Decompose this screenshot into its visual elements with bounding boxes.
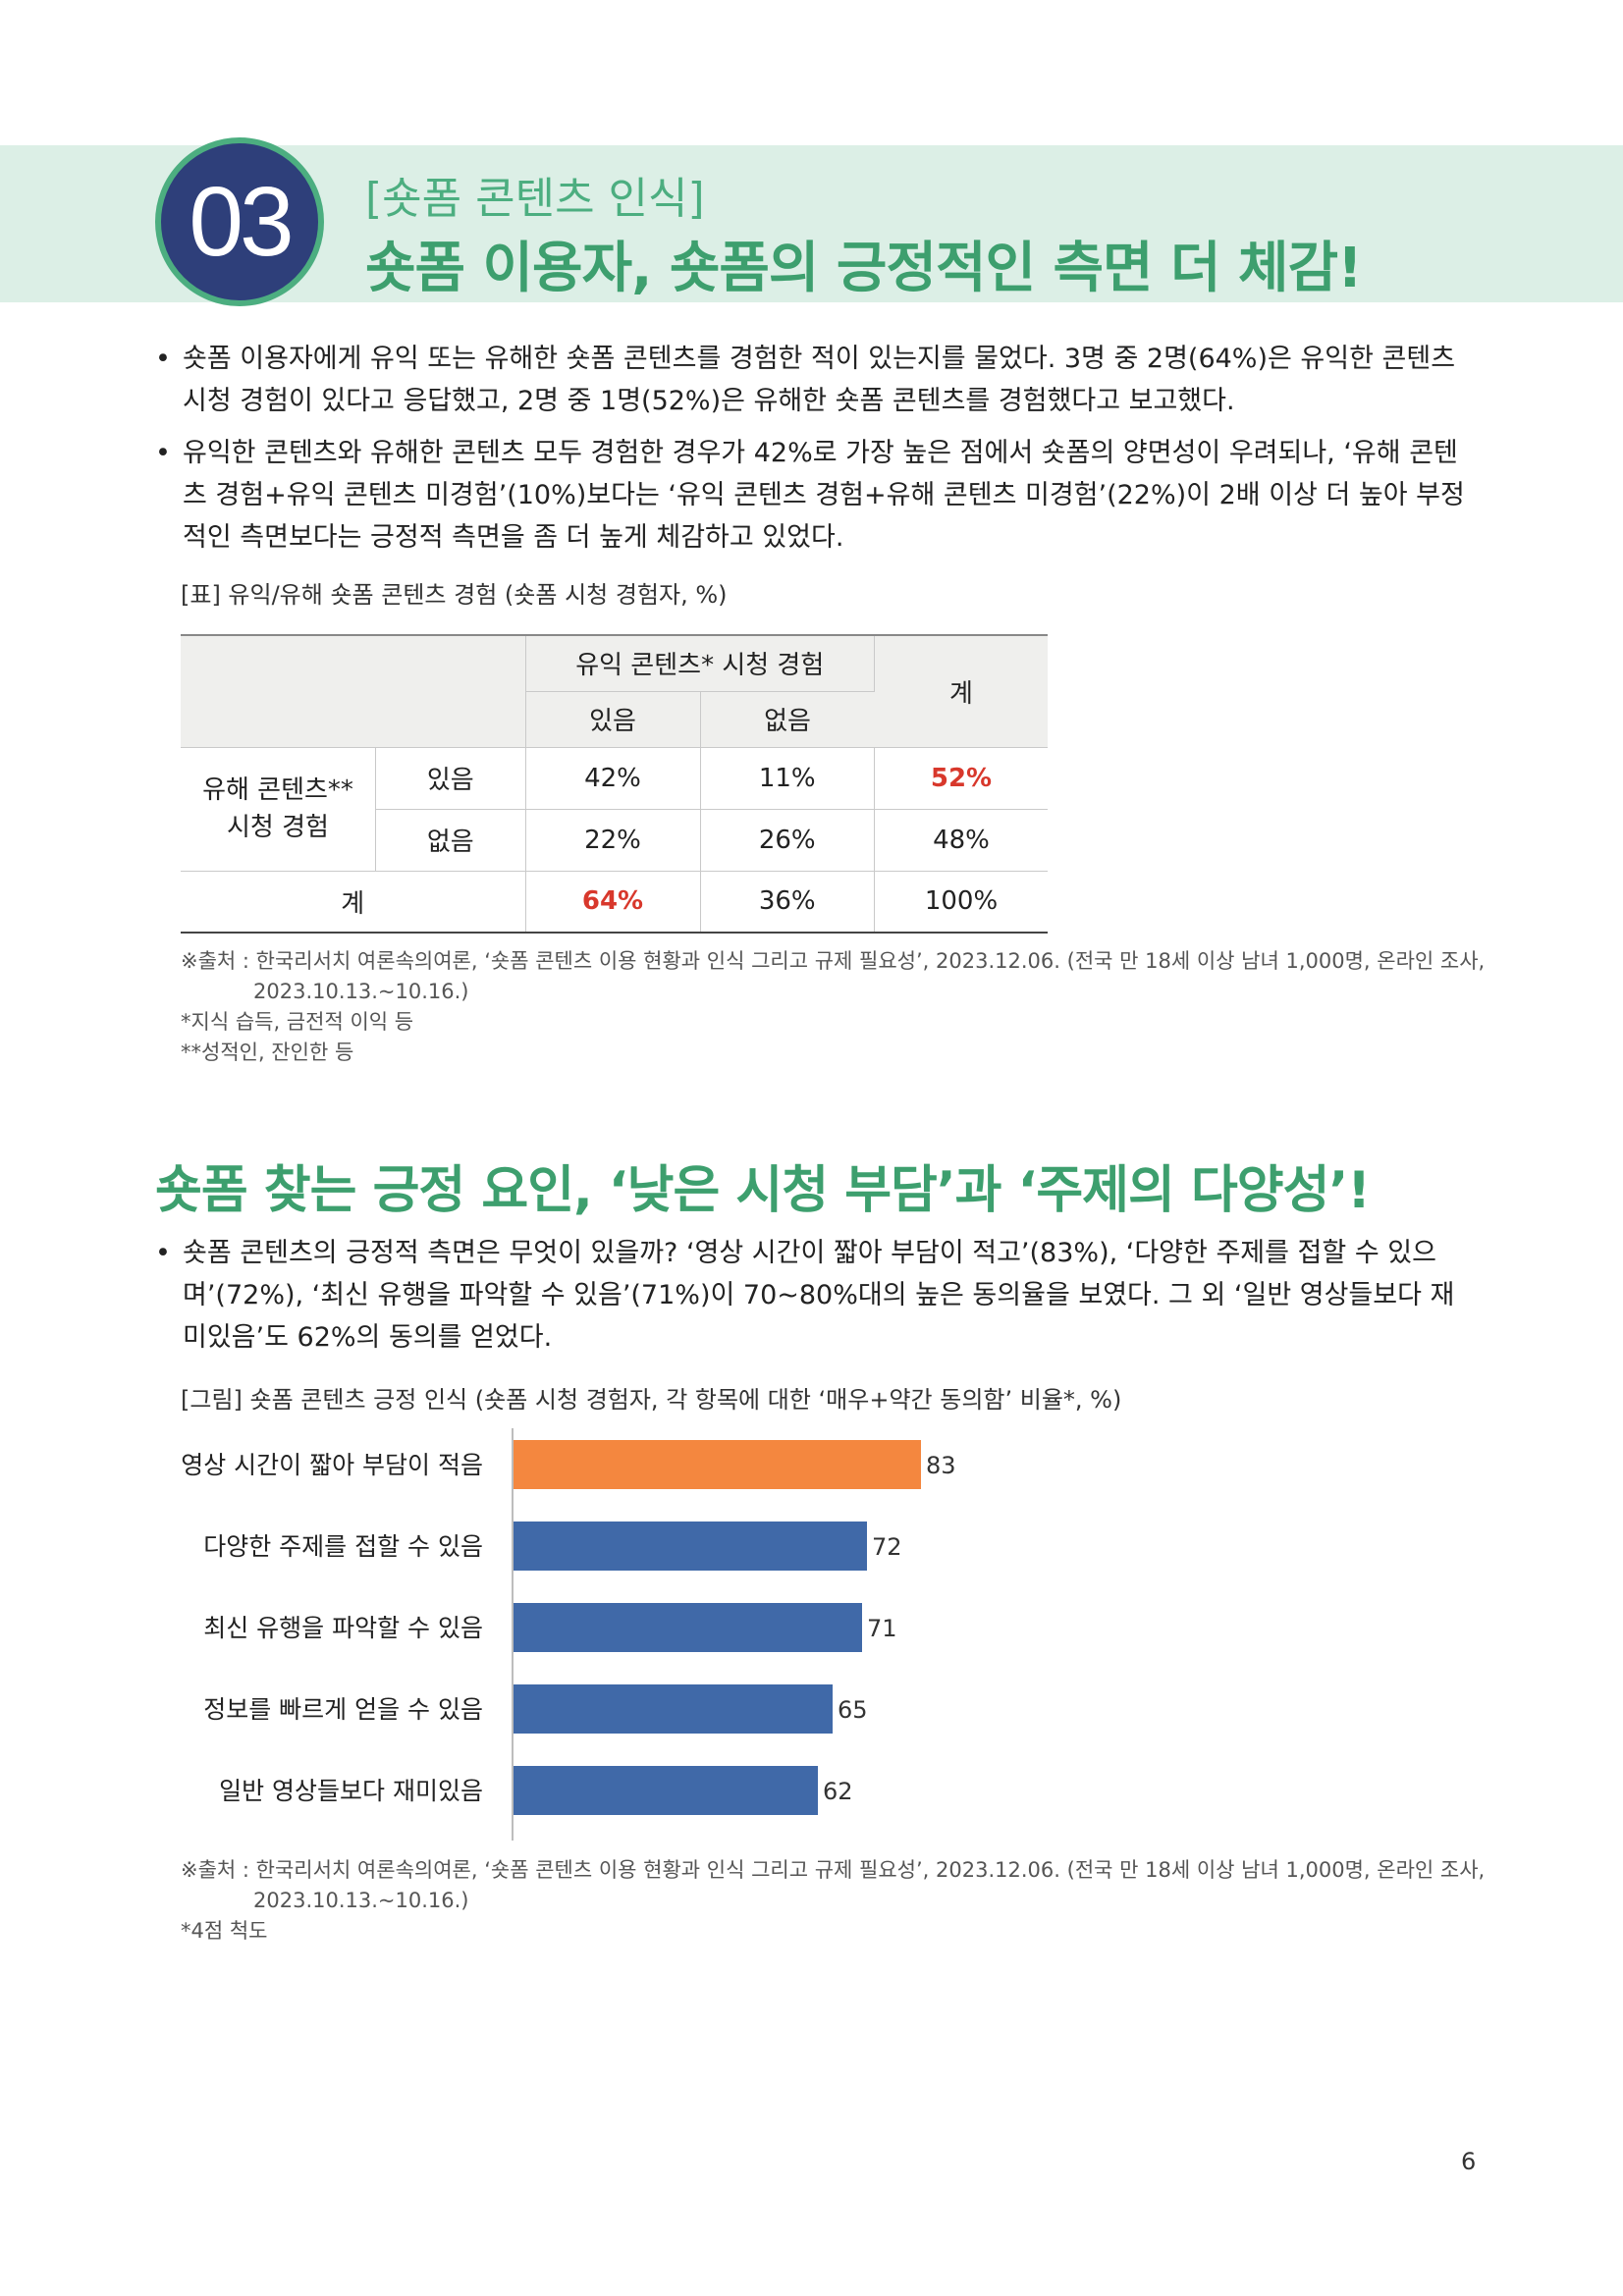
row-group-label-1: 유해 콘텐츠** [202, 775, 353, 805]
col-no-header: 없음 [700, 690, 875, 748]
table-cell: 100% [874, 870, 1048, 934]
row-group-label-2: 시청 경험 [227, 813, 329, 842]
figure-caption: [그림] 숏폼 콘텐츠 긍정 인식 (숏폼 시청 경험자, 각 항목에 대한 ‘… [181, 1386, 1122, 1414]
row-no-header: 없음 [375, 808, 526, 872]
footnote: *4점 척도 [181, 1919, 268, 1943]
table-notes: ※출처 : 한국리서치 여론속의여론, ‘숏폼 콘텐츠 이용 현황과 인식 그리… [181, 946, 1485, 1068]
bar [514, 1522, 867, 1571]
table-cell-highlight: 64% [525, 870, 701, 934]
source-note-cont: 2023.10.13.~10.16.) [253, 1889, 469, 1912]
bullet-item: 숏폼 이용자에게 유익 또는 유해한 숏폼 콘텐츠를 경험한 적이 있는지를 물… [155, 338, 1476, 422]
row-group-header: 유해 콘텐츠** 시청 경험 [181, 746, 376, 872]
bar-category-label: 정보를 빠르게 얻을 수 있음 [203, 1695, 483, 1724]
bullet-item: 숏폼 콘텐츠의 긍정적 측면은 무엇이 있을까? ‘영상 시간이 짧아 부담이 … [155, 1232, 1476, 1359]
section2-bullets: 숏폼 콘텐츠의 긍정적 측면은 무엇이 있을까? ‘영상 시간이 짧아 부담이 … [155, 1232, 1476, 1368]
bar-value-label: 72 [872, 1533, 902, 1561]
footnote: *지식 습득, 금전적 이익 등 [181, 1010, 414, 1034]
experience-table: 유익 콘텐츠* 시청 경험 계 있음 없음 유해 콘텐츠** 시청 경험 있음 … [181, 634, 1048, 934]
bar-value-label: 65 [838, 1696, 868, 1724]
section-number-badge: 03 [155, 137, 324, 306]
table-cell: 42% [525, 746, 701, 810]
table-cell: 36% [700, 870, 875, 934]
bullet-item: 유익한 콘텐츠와 유해한 콘텐츠 모두 경험한 경우가 42%로 가장 높은 점… [155, 432, 1476, 559]
source-note: ※출처 : 한국리서치 여론속의여론, ‘숏폼 콘텐츠 이용 현황과 인식 그리… [181, 949, 1486, 973]
bar-value-label: 71 [867, 1615, 897, 1642]
col-group-header: 유익 콘텐츠* 시청 경험 [525, 634, 875, 692]
col-total-header: 계 [874, 634, 1048, 748]
table-corner [181, 634, 526, 748]
bar [514, 1766, 818, 1815]
bar-category-label: 영상 시간이 짧아 부담이 적음 [181, 1451, 483, 1479]
col-yes-header: 있음 [525, 690, 701, 748]
bar [514, 1440, 921, 1489]
table-caption: [표] 유익/유해 숏폼 콘텐츠 경험 (숏폼 시청 경험자, %) [181, 581, 728, 609]
bar [514, 1603, 862, 1652]
footnote: **성적인, 잔인한 등 [181, 1041, 354, 1064]
row-yes-header: 있음 [375, 746, 526, 810]
bar [514, 1684, 833, 1734]
bar-category-label: 최신 유행을 파악할 수 있음 [203, 1614, 483, 1642]
page-number: 6 [1461, 2148, 1477, 2175]
bar-category-label: 다양한 주제를 접할 수 있음 [203, 1532, 483, 1561]
table-cell-highlight: 52% [874, 746, 1048, 810]
bar-value-label: 83 [926, 1452, 956, 1479]
bar-value-label: 62 [823, 1778, 853, 1805]
page-title: 숏폼 이용자, 숏폼의 긍정적인 측면 더 체감! [365, 237, 1363, 300]
bar-category-label: 일반 영상들보다 재미있음 [219, 1777, 483, 1805]
positive-perception-bar-chart: 영상 시간이 짧아 부담이 적음 83 다양한 주제를 접할 수 있음 72 최신 유행… [181, 1428, 956, 1841]
table-cell: 22% [525, 808, 701, 872]
source-note: ※출처 : 한국리서치 여론속의여론, ‘숏폼 콘텐츠 이용 현황과 인식 그리… [181, 1858, 1486, 1882]
row-total-header: 계 [181, 870, 526, 934]
section-title: 숏폼 찾는 긍정 요인, ‘낮은 시청 부담’과 ‘주제의 다양성’! [155, 1161, 1371, 1220]
table-cell: 11% [700, 746, 875, 810]
section1-bullets: 숏폼 이용자에게 유익 또는 유해한 숏폼 콘텐츠를 경험한 적이 있는지를 물… [155, 338, 1476, 568]
figure-notes: ※출처 : 한국리서치 여론속의여론, ‘숏폼 콘텐츠 이용 현황과 인식 그리… [181, 1855, 1485, 1947]
table-cell: 26% [700, 808, 875, 872]
header-category: [숏폼 콘텐츠 인식] [365, 174, 705, 224]
source-note-cont: 2023.10.13.~10.16.) [253, 980, 469, 1003]
table-cell: 48% [874, 808, 1048, 872]
